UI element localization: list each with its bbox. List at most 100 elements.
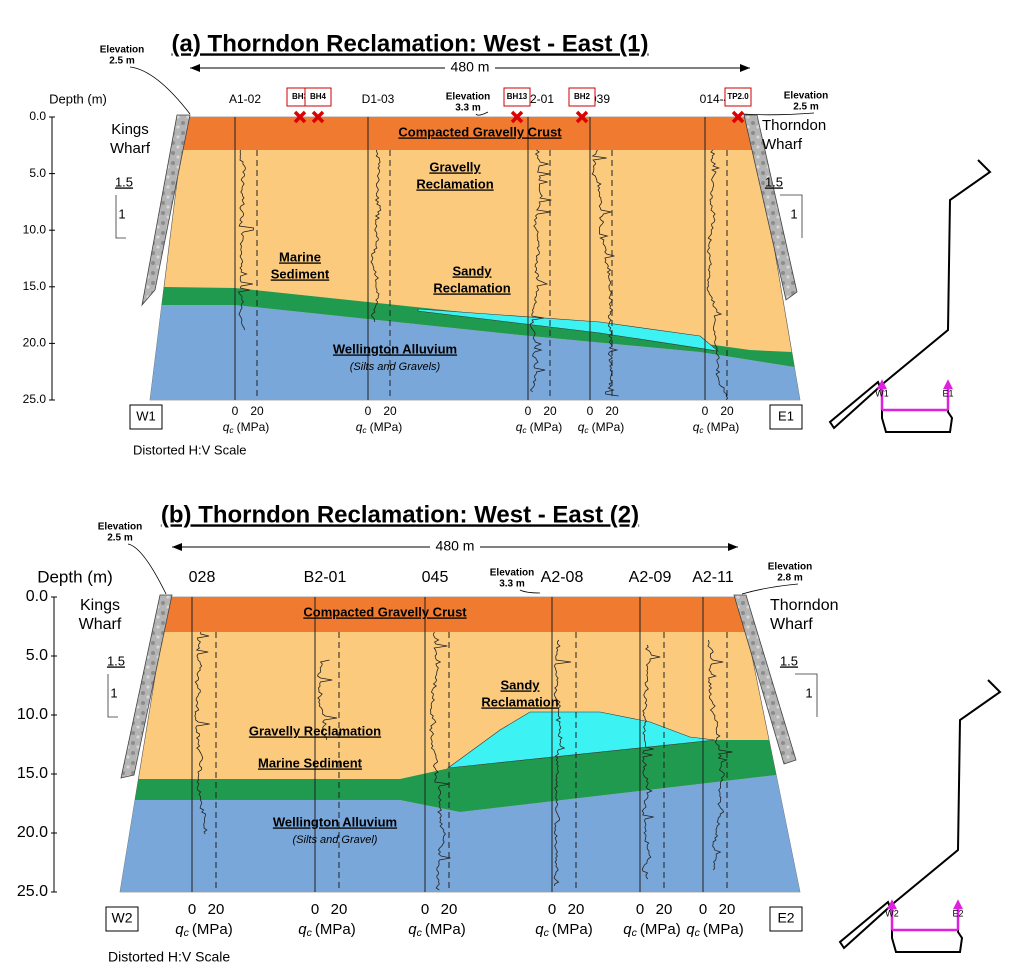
elevation-leader <box>742 584 798 594</box>
layer-label: (Silts and Gravel) <box>293 834 378 846</box>
elevation-value: 2.8 m <box>777 573 803 584</box>
wharf-label: Wharf <box>110 140 151 157</box>
layer-label: Sediment <box>271 266 330 281</box>
qc-unit: (MPa) <box>192 921 233 938</box>
qc-tick-label: 20 <box>441 901 458 918</box>
layer-label: Marine Sediment <box>258 755 363 770</box>
qc-axis-label: qc(MPa) <box>535 921 592 939</box>
elevation-label: Elevation <box>490 568 534 579</box>
depth-axis-label: Depth (m) <box>37 567 113 586</box>
borehole-label: BH2 <box>574 92 591 101</box>
wharf-label: Thorndon <box>770 597 839 614</box>
cpt-label: A2-11 <box>692 569 734 586</box>
qc-axis-label: qc(MPa) <box>623 921 680 939</box>
qc-subscript: c <box>362 425 367 435</box>
qc-subscript: c <box>229 425 234 435</box>
elevation-label: Elevation <box>768 562 812 573</box>
qc-subscript: c <box>417 927 423 939</box>
depth-tick-label: 20.0 <box>23 336 47 350</box>
borehole-label: BH4 <box>310 92 327 101</box>
wharf-label: Wharf <box>762 136 803 153</box>
inset-outline <box>840 680 1000 952</box>
qc-unit: (MPa) <box>237 420 270 434</box>
depth-tick-label: 15.0 <box>17 765 48 782</box>
cpt-label: A2-08 <box>541 569 584 586</box>
depth-tick-label: 0.0 <box>26 588 48 605</box>
elevation-leader <box>128 544 166 594</box>
qc-tick-label: 20 <box>208 901 225 918</box>
slope-label: 1 <box>805 685 812 700</box>
qc-axis-label: qc(MPa) <box>408 921 465 939</box>
elevation-value: 3.3 m <box>455 103 481 114</box>
elevation-label: Elevation <box>784 91 828 102</box>
layer-label: Compacted Gravelly Crust <box>398 124 562 139</box>
qc-subscript: c <box>544 927 550 939</box>
scale-note: Distorted H:V Scale <box>133 442 246 457</box>
elevation-value: 2.5 m <box>793 102 819 113</box>
cross-section-panel: (a) Thorndon Reclamation: West - East (1… <box>23 30 990 457</box>
depth-tick-label: 25.0 <box>17 883 48 900</box>
cpt-label: A2-09 <box>629 569 672 586</box>
qc-subscript: c <box>522 425 527 435</box>
qc-unit: (MPa) <box>707 420 740 434</box>
elevation-value: 2.5 m <box>107 533 133 544</box>
end-label: W2 <box>112 910 133 926</box>
wharf-label: Wharf <box>79 616 122 633</box>
inset-map: W2E2 <box>840 680 1000 952</box>
qc-tick-label: 20 <box>719 901 736 918</box>
slope-label: 1.5 <box>780 653 798 668</box>
layer-label: Compacted Gravelly Crust <box>303 604 467 619</box>
panel-title: (a) Thorndon Reclamation: West - East (1… <box>172 30 649 57</box>
depth-tick-label: 5.0 <box>26 647 48 664</box>
layer-label: Reclamation <box>416 176 493 191</box>
borehole-label: BH13 <box>507 92 528 101</box>
qc-axis-label: qc(MPa) <box>223 420 270 435</box>
qc-tick-label: 0 <box>232 404 239 418</box>
layer-label: Sandy <box>452 263 492 278</box>
depth-tick-label: 15.0 <box>23 279 47 293</box>
qc-tick-label: 0 <box>699 901 707 918</box>
qc-tick-label: 20 <box>250 404 264 418</box>
qc-tick-label: 0 <box>525 404 532 418</box>
slope-label: 1 <box>110 685 117 700</box>
inset-label: E1 <box>942 388 953 398</box>
cpt-label: 045 <box>422 569 449 586</box>
qc-tick-label: 0 <box>421 901 429 918</box>
qc-tick-label: 20 <box>656 901 673 918</box>
wharf-label: Kings <box>111 121 149 138</box>
qc-tick-label: 20 <box>383 404 397 418</box>
span-label: 480 m <box>436 538 475 554</box>
qc-unit: (MPa) <box>592 420 625 434</box>
layer-label: Gravelly <box>429 159 481 174</box>
depth-axis-label: Depth (m) <box>49 91 107 106</box>
qc-subscript: c <box>184 927 190 939</box>
slope-label: 1.5 <box>765 174 783 189</box>
depth-tick-label: 5.0 <box>29 166 46 180</box>
qc-tick-label: 0 <box>587 404 594 418</box>
inset-label: W1 <box>875 388 889 398</box>
end-label: W1 <box>136 408 156 423</box>
qc-subscript: c <box>307 927 313 939</box>
qc-subscript: c <box>699 425 704 435</box>
qc-tick-label: 0 <box>636 901 644 918</box>
qc-axis-label: qc(MPa) <box>693 420 740 435</box>
wharf-label: Thorndon <box>762 117 826 134</box>
qc-unit: (MPa) <box>640 921 681 938</box>
elevation-label: Elevation <box>446 92 490 103</box>
wharf-label: Kings <box>80 597 120 614</box>
cpt-label: 028 <box>189 569 216 586</box>
inset-section-line <box>889 902 961 930</box>
qc-axis-label: qc(MPa) <box>298 921 355 939</box>
qc-axis-label: qc(MPa) <box>356 420 403 435</box>
qc-unit: (MPa) <box>315 921 356 938</box>
qc-axis-label: qc(MPa) <box>175 921 232 939</box>
cpt-label: D1-03 <box>362 92 395 106</box>
qc-axis-label: qc(MPa) <box>516 420 563 435</box>
inset-label: E2 <box>952 908 963 918</box>
elevation-label: Elevation <box>98 522 142 533</box>
qc-unit: (MPa) <box>530 420 563 434</box>
inset-outline <box>830 160 990 432</box>
layer-label: Sandy <box>500 677 540 692</box>
qc-tick-label: 20 <box>543 404 557 418</box>
depth-tick-label: 10.0 <box>17 706 48 723</box>
